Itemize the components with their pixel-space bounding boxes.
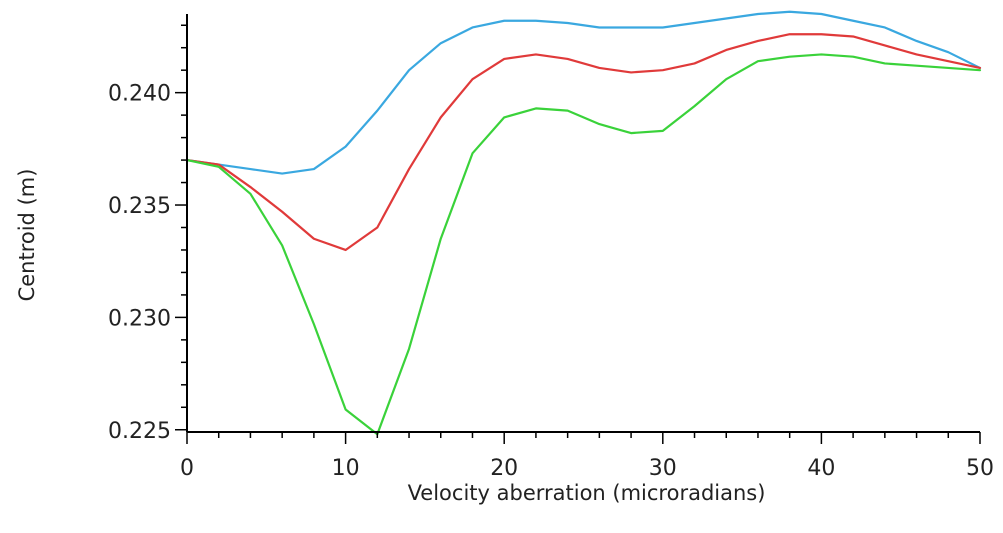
series-layer: [185, 10, 982, 436]
series-line-1: [185, 10, 982, 175]
series-line-3: [185, 53, 982, 436]
y-tick-label: 0.225: [108, 419, 171, 444]
x-tick-label: 10: [332, 456, 360, 481]
x-tick-label: 30: [649, 456, 677, 481]
x-axis-title: Velocity aberration (microradians): [408, 481, 766, 505]
axes-layer: [186, 14, 980, 433]
series-line-2: [185, 33, 982, 252]
x-tick-label: 20: [490, 456, 518, 481]
x-tick-label: 40: [807, 456, 835, 481]
ticks-layer: 0 10 20 30 40 50 0.225 0.230 0.235 0.240: [108, 24, 994, 481]
y-tick-label: 0.235: [108, 194, 171, 219]
y-tick-label: 0.240: [108, 82, 171, 107]
y-axis-title: Centroid (m): [15, 169, 39, 302]
y-tick-label: 0.230: [108, 306, 171, 331]
x-tick-label: 50: [966, 456, 994, 481]
x-tick-label: 0: [180, 456, 194, 481]
